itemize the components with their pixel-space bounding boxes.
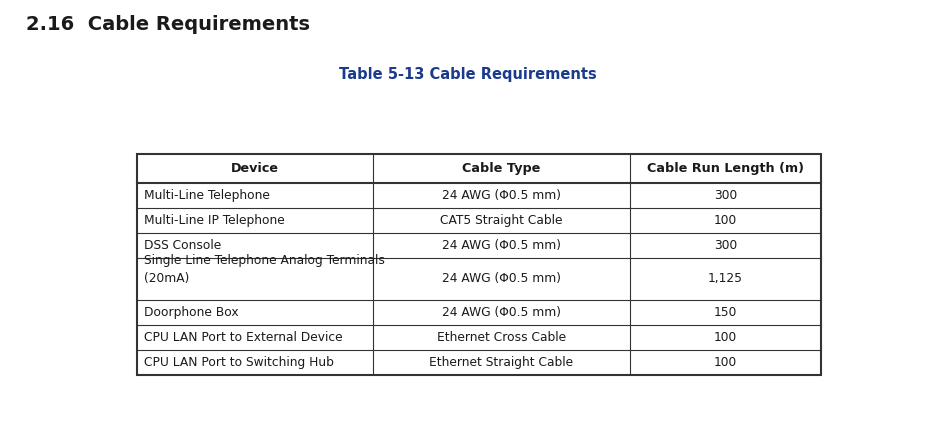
Text: 300: 300 — [713, 189, 737, 202]
Text: 24 AWG (Φ0.5 mm): 24 AWG (Φ0.5 mm) — [442, 306, 561, 319]
Text: 100: 100 — [713, 356, 737, 369]
Text: 100: 100 — [713, 214, 737, 227]
Text: CAT5 Straight Cable: CAT5 Straight Cable — [440, 214, 563, 227]
Text: Ethernet Straight Cable: Ethernet Straight Cable — [429, 356, 573, 369]
Text: Cable Type: Cable Type — [462, 162, 540, 174]
Text: 24 AWG (Φ0.5 mm): 24 AWG (Φ0.5 mm) — [442, 239, 561, 252]
Text: CPU LAN Port to Switching Hub: CPU LAN Port to Switching Hub — [144, 356, 335, 369]
Text: 300: 300 — [713, 239, 737, 252]
Text: CPU LAN Port to External Device: CPU LAN Port to External Device — [144, 331, 343, 344]
Text: 1,125: 1,125 — [708, 272, 743, 285]
Text: Single Line Telephone Analog Terminals
(20mA): Single Line Telephone Analog Terminals (… — [144, 254, 385, 285]
Text: 2.16  Cable Requirements: 2.16 Cable Requirements — [26, 15, 310, 34]
Bar — [137, 154, 821, 375]
Text: Table 5-13 Cable Requirements: Table 5-13 Cable Requirements — [338, 67, 597, 82]
Text: 24 AWG (Φ0.5 mm): 24 AWG (Φ0.5 mm) — [442, 189, 561, 202]
Text: Doorphone Box: Doorphone Box — [144, 306, 239, 319]
Text: Cable Run Length (m): Cable Run Length (m) — [647, 162, 804, 174]
Text: 150: 150 — [713, 306, 737, 319]
Text: Device: Device — [231, 162, 280, 174]
Text: 24 AWG (Φ0.5 mm): 24 AWG (Φ0.5 mm) — [442, 272, 561, 285]
Text: Multi-Line Telephone: Multi-Line Telephone — [144, 189, 270, 202]
Text: 100: 100 — [713, 331, 737, 344]
Text: DSS Console: DSS Console — [144, 239, 222, 252]
Text: Ethernet Cross Cable: Ethernet Cross Cable — [437, 331, 566, 344]
Text: Multi-Line IP Telephone: Multi-Line IP Telephone — [144, 214, 285, 227]
